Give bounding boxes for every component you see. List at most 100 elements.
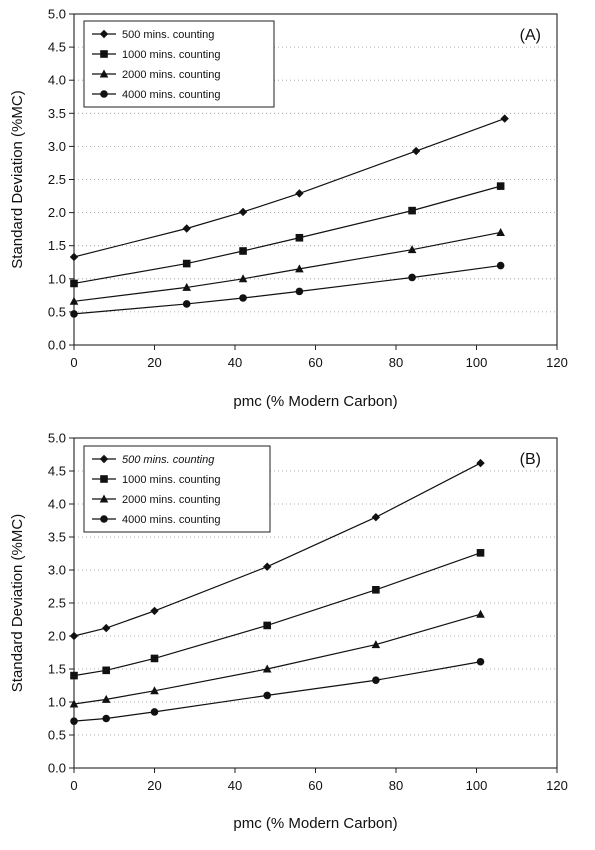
- x-tick-label: 0: [70, 355, 77, 370]
- series: [69, 114, 509, 262]
- data-point: [263, 562, 272, 571]
- legend-label: 4000 mins. counting: [122, 89, 220, 101]
- y-tick-label: 4.5: [48, 40, 66, 55]
- x-axis-label: pmc (% Modern Carbon): [233, 393, 397, 410]
- data-point: [69, 631, 79, 641]
- legend-marker: [99, 69, 109, 78]
- data-point: [150, 606, 159, 616]
- x-tick-label: 100: [466, 778, 488, 793]
- legend: 500 mins. counting 1000 mins. counting 200…: [83, 20, 275, 108]
- data-point: [70, 717, 78, 725]
- data-point: [182, 300, 191, 308]
- data-point: [411, 146, 421, 156]
- data-point: [407, 245, 417, 254]
- x-axis-label: pmc (% Modern Carbon): [233, 815, 397, 832]
- legend-label: 2000 mins. counting: [122, 69, 220, 81]
- y-tick-label: 4.0: [48, 73, 66, 88]
- data-point: [496, 261, 505, 270]
- y-tick-label: 3.5: [48, 106, 66, 121]
- series: [69, 458, 485, 641]
- panel-label: (B): [520, 451, 541, 468]
- x-tick-label: 80: [389, 778, 403, 793]
- y-axis-label: Standard Deviation (%MC): [9, 90, 26, 268]
- data-point: [69, 699, 79, 708]
- data-point: [102, 666, 110, 675]
- series: [70, 182, 505, 288]
- series-line: [73, 462, 481, 637]
- y-tick-label: 0.0: [48, 761, 66, 776]
- chart-panel: 0.0 0.5 1.0 1.5 2.0 2.5 3.0 3.5 4.0 4.5 5.0 0 20 40 60…: [9, 7, 568, 411]
- series-line: [73, 185, 501, 285]
- data-point: [371, 513, 381, 522]
- data-point: [182, 224, 191, 233]
- data-point: [476, 549, 485, 557]
- series-line: [73, 552, 481, 677]
- data-point: [182, 259, 191, 268]
- data-point: [372, 586, 380, 594]
- y-tick-label: 3.5: [48, 530, 66, 545]
- legend-item: 500 mins. counting: [92, 29, 214, 41]
- series-line: [73, 613, 481, 705]
- legend: 500 mins. counting 1000 mins. counting 200…: [83, 445, 271, 533]
- y-tick-label: 5.0: [48, 7, 66, 22]
- x-tick-label: 60: [308, 355, 322, 370]
- data-point: [150, 708, 159, 716]
- y-tick-label: 3.0: [48, 563, 66, 578]
- data-point: [239, 247, 247, 255]
- y-tick-label: 4.5: [48, 464, 66, 479]
- legend-marker: [99, 29, 109, 39]
- legend-item: 4000 mins. counting: [92, 89, 220, 101]
- legend-item: 1000 mins. counting: [92, 49, 220, 61]
- y-tick-label: 2.0: [48, 629, 66, 644]
- data-point: [476, 458, 485, 468]
- x-tick-label: 20: [147, 778, 161, 793]
- legend-marker: [99, 494, 109, 503]
- data-point: [262, 664, 272, 673]
- legend-marker: [100, 475, 108, 483]
- x-tick-label: 0: [70, 778, 77, 793]
- y-axis-label: Standard Deviation (%MC): [9, 514, 26, 692]
- y-tick-label: 4.0: [48, 497, 66, 512]
- y-tick-label: 3.0: [48, 139, 66, 154]
- data-point: [295, 233, 304, 242]
- y-tick-label: 2.5: [48, 596, 66, 611]
- data-point: [239, 294, 247, 302]
- data-point: [238, 274, 248, 283]
- data-point: [295, 287, 304, 296]
- series-line: [73, 661, 481, 722]
- data-point: [70, 279, 78, 288]
- x-tick-label: 100: [466, 355, 488, 370]
- legend-box: [83, 20, 275, 108]
- series-line: [73, 118, 505, 258]
- data-point: [295, 264, 304, 273]
- y-tick-label: 0.0: [48, 338, 66, 353]
- legend-label: 500 mins. counting: [122, 454, 215, 466]
- x-tick-label: 80: [389, 355, 403, 370]
- legend-item: 2000 mins. counting: [92, 494, 220, 506]
- data-point: [295, 189, 304, 198]
- legend-label: 500 mins. counting: [122, 29, 214, 41]
- data-point: [476, 609, 485, 618]
- series-line: [73, 231, 501, 302]
- series: [70, 657, 485, 725]
- data-point: [476, 657, 485, 666]
- data-point: [500, 114, 509, 123]
- data-point: [263, 691, 272, 700]
- data-point: [408, 273, 416, 282]
- legend-item: 4000 mins. counting: [92, 514, 220, 526]
- series: [69, 227, 505, 305]
- y-tick-label: 1.0: [48, 271, 66, 286]
- data-point: [102, 714, 110, 723]
- data-point: [496, 182, 505, 190]
- data-point: [371, 640, 381, 649]
- legend-item: 500 mins. counting: [92, 454, 215, 466]
- y-tick-label: 1.5: [48, 662, 66, 677]
- y-tick-label: 2.0: [48, 205, 66, 220]
- data-point: [69, 252, 79, 262]
- data-point: [150, 654, 159, 663]
- data-point: [408, 206, 416, 215]
- x-tick-label: 60: [308, 778, 322, 793]
- legend-label: 4000 mins. counting: [122, 514, 220, 526]
- data-point: [69, 296, 79, 305]
- chart-panel: 0.0 0.5 1.0 1.5 2.0 2.5 3.0 3.5 4.0 4.5 5.0 0 20 40 60…: [9, 431, 568, 833]
